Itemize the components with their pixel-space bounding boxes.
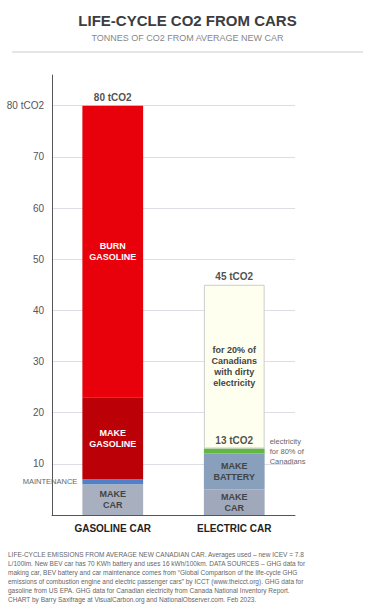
- svg-text:Canadians: Canadians: [270, 457, 306, 466]
- svg-text:L/100lm. New BEV car has 70 KW: L/100lm. New BEV car has 70 KWh battery …: [8, 560, 306, 568]
- svg-text:MAKE: MAKE: [221, 492, 248, 502]
- svg-text:TONNES OF CO2 FROM AVERAGE NEW: TONNES OF CO2 FROM AVERAGE NEW CAR: [91, 33, 284, 43]
- svg-text:GASOLINE CAR: GASOLINE CAR: [74, 523, 151, 534]
- svg-text:GASOLINE: GASOLINE: [89, 252, 136, 262]
- svg-text:making car, BEV battery and ca: making car, BEV battery and car maintena…: [8, 569, 297, 577]
- svg-text:CAR: CAR: [103, 500, 123, 510]
- svg-text:with dirty: with dirty: [213, 367, 254, 377]
- svg-text:emissions of combustion engine: emissions of combustion engine and elect…: [8, 578, 304, 586]
- svg-text:BURN: BURN: [100, 241, 126, 251]
- svg-text:80 tCO2: 80 tCO2: [7, 100, 45, 111]
- svg-text:45 tCO2: 45 tCO2: [215, 271, 253, 282]
- svg-text:60: 60: [33, 203, 45, 214]
- svg-text:50: 50: [33, 254, 45, 265]
- svg-text:20: 20: [33, 407, 45, 418]
- svg-text:GASOLINE: GASOLINE: [89, 439, 136, 449]
- svg-text:40: 40: [33, 305, 45, 316]
- svg-text:BATTERY: BATTERY: [214, 472, 256, 482]
- svg-text:electricity: electricity: [270, 437, 302, 446]
- svg-text:MAINTENANCE: MAINTENANCE: [23, 477, 78, 486]
- svg-text:for 80% of: for 80% of: [270, 447, 305, 456]
- svg-text:MAKE: MAKE: [221, 461, 248, 471]
- svg-text:MAKE: MAKE: [100, 428, 127, 438]
- svg-text:gasoline from US EPA. GHG data: gasoline from US EPA. GHG data for Canad…: [8, 587, 290, 595]
- svg-text:ELECTRIC CAR: ELECTRIC CAR: [197, 523, 272, 534]
- svg-text:CHART by Barry Saxifrage at Vi: CHART by Barry Saxifrage at VisualCarbon…: [8, 596, 256, 604]
- svg-text:10: 10: [33, 458, 45, 469]
- svg-text:for 20% of: for 20% of: [212, 345, 257, 355]
- svg-text:CAR: CAR: [225, 503, 245, 513]
- svg-text:80 tCO2: 80 tCO2: [94, 92, 132, 103]
- svg-text:electricity: electricity: [213, 378, 255, 388]
- svg-text:Canadians: Canadians: [211, 356, 257, 366]
- svg-text:70: 70: [33, 151, 45, 162]
- svg-text:30: 30: [33, 356, 45, 367]
- svg-text:13 tCO2: 13 tCO2: [215, 435, 253, 446]
- svg-text:LIFE-CYCLE CO2 FROM CARS: LIFE-CYCLE CO2 FROM CARS: [78, 12, 296, 29]
- svg-text:MAKE: MAKE: [100, 489, 127, 499]
- svg-text:LIFE-CYCLE EMISSIONS FROM AVER: LIFE-CYCLE EMISSIONS FROM AVERAGE NEW CA…: [8, 551, 304, 559]
